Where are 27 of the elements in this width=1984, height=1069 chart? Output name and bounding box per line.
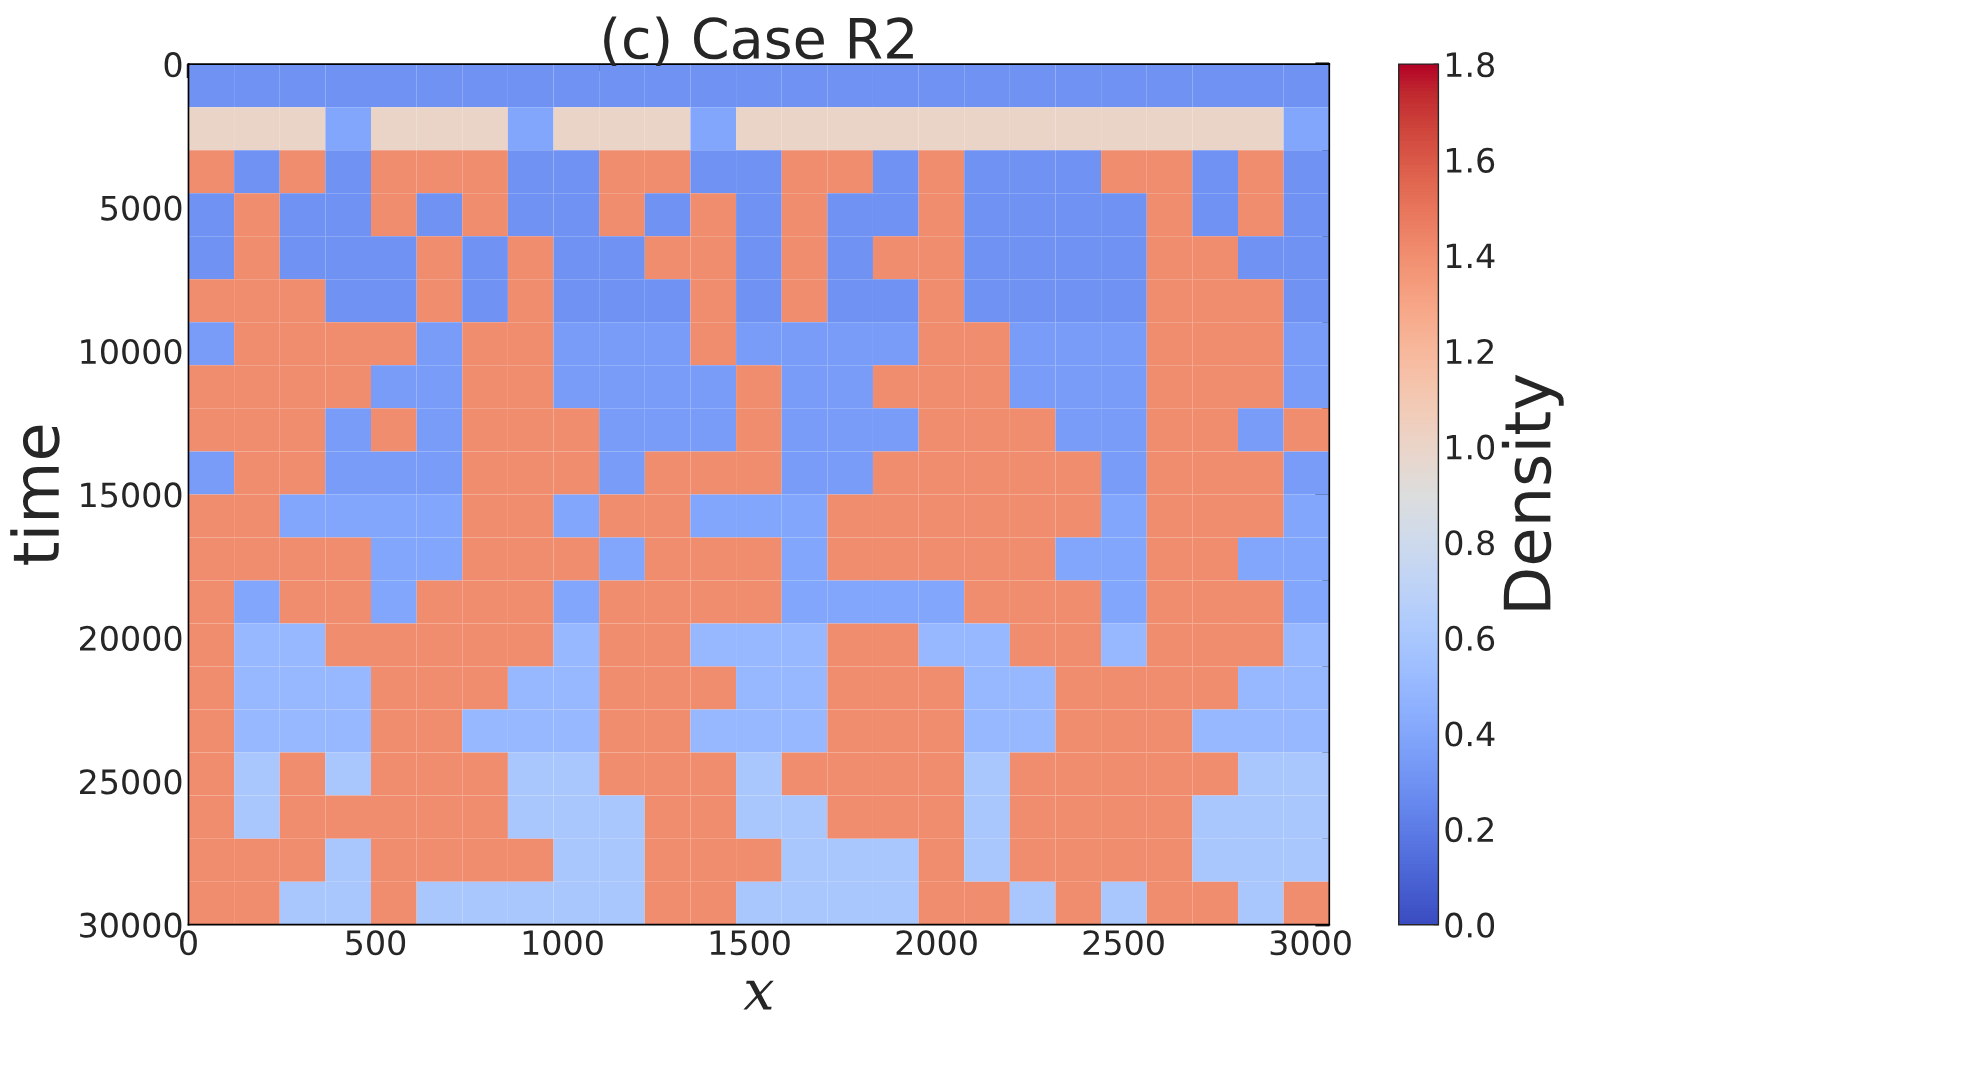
color-bar-label: 1.6 <box>1446 147 1495 173</box>
color-bar-label: 0.6 <box>1445 625 1495 651</box>
color-bar-label: 1.0 <box>1446 434 1495 460</box>
y-tick-label: 30000 <box>80 912 182 938</box>
x-axis-title: x <box>743 980 774 1010</box>
chart-title: (c) Case R2 <box>604 16 913 66</box>
y-tick-label: 15000 <box>81 482 182 508</box>
x-tick-label: 500 <box>346 930 406 956</box>
x-tick-label: 3000 <box>1270 930 1351 956</box>
y-tick-label: 20000 <box>80 625 182 651</box>
x-tick-label: 2500 <box>1083 930 1164 956</box>
y-tick-label: 5000 <box>101 195 182 221</box>
y-tick-label: 0 <box>164 52 182 78</box>
color-bar-label: 0.0 <box>1445 912 1495 938</box>
color-bar-label: 0.4 <box>1445 721 1495 747</box>
x-tick-label: 1000 <box>523 930 603 956</box>
x-tick-label: 2000 <box>896 930 977 956</box>
y-tick-label: 10000 <box>81 338 182 365</box>
y-tick-label: 25000 <box>80 769 182 795</box>
color-bar-label: 0.2 <box>1445 816 1493 843</box>
x-tick-label: 1500 <box>710 930 790 956</box>
y-axis-title: time <box>10 425 60 565</box>
color-bar-label: 1.8 <box>1446 52 1494 78</box>
color-bar-label: 1.4 <box>1446 243 1495 269</box>
color-bar-label: 1.2 <box>1446 338 1493 364</box>
color-bar-label: 0.8 <box>1445 530 1494 556</box>
color-bar-title: Density <box>1501 374 1564 610</box>
